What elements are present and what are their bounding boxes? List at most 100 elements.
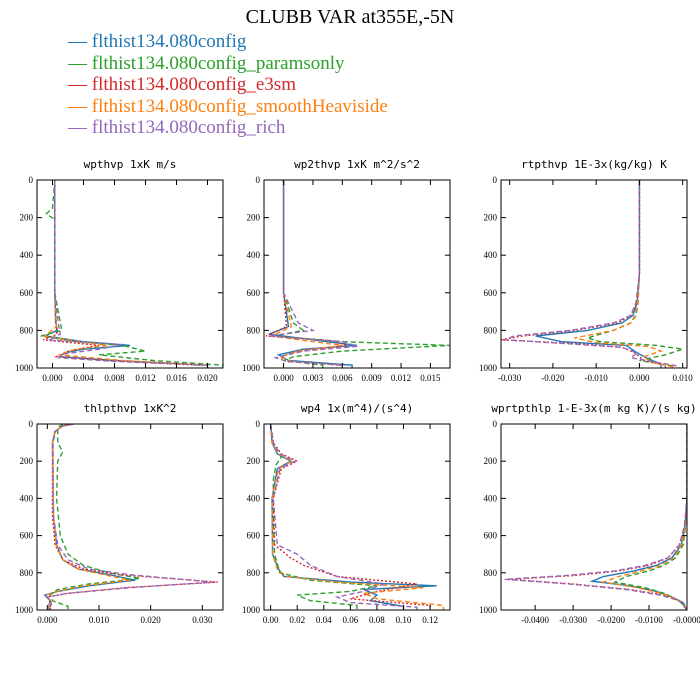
y-tick-label: 200: [247, 456, 261, 466]
y-tick-label: 800: [484, 325, 498, 335]
y-tick-label: 600: [247, 288, 261, 298]
series-group: [265, 180, 450, 368]
y-tick-label: 0: [493, 419, 498, 429]
x-tick-label: 0.030: [192, 615, 213, 625]
y-tick-label: 200: [484, 456, 498, 466]
legend-label: flthist134.080config_e3sm: [91, 74, 296, 95]
series-line: [265, 180, 348, 368]
x-tick-label: 0.020: [197, 373, 218, 383]
x-tick-label: -0.0100: [635, 615, 663, 625]
y-tick-label: 800: [247, 325, 261, 335]
legend-label: flthist134.080config: [91, 31, 247, 52]
y-tick-label: 1000: [15, 363, 34, 373]
y-tick-label: 1000: [479, 363, 498, 373]
x-tick-label: 0.009: [362, 373, 383, 383]
y-tick-label: 1000: [15, 605, 34, 615]
legend-item: — flthist134.080config_smoothHeaviside: [68, 95, 388, 117]
x-tick-label: 0.004: [73, 373, 94, 383]
series-line: [269, 424, 418, 610]
series-group: [504, 424, 687, 610]
y-tick-label: 1000: [242, 363, 261, 373]
legend-label: flthist134.080config_smoothHeaviside: [91, 95, 388, 117]
y-tick-label: 800: [484, 568, 498, 578]
x-tick-label: -0.010: [585, 373, 609, 383]
chart-title: wp4 1x(m^4)/(s^4): [301, 402, 414, 415]
chart-panel: wprtpthlp 1-E-3x(m kg K)/(s kg) -0.0400 -0…: [479, 402, 700, 625]
y-tick-label: 1000: [242, 605, 261, 615]
series-line: [269, 424, 378, 610]
y-tick-label: 600: [247, 531, 261, 541]
x-tick-label: 0.003: [303, 373, 324, 383]
y-tick-label: 0: [29, 419, 34, 429]
chart-title: wp2thvp 1xK m^2/s^2: [294, 158, 420, 171]
plot-frame: [36, 179, 224, 369]
y-tick-label: 0: [256, 419, 261, 429]
chart-panel: wp2thvp 1xK m^2/s^2 0.000 0.003 0.006 0.009 0…: [242, 158, 451, 383]
y-tick-label: 0: [29, 175, 34, 185]
series-line: [612, 424, 687, 610]
y-tick-label: 0: [256, 175, 261, 185]
x-tick-label: 0.000: [37, 615, 58, 625]
chart-panel: rtpthvp 1E-3x(kg/kg) K -0.030 -0.020 -0.010…: [479, 158, 693, 383]
chart-title: wprtpthlp 1-E-3x(m kg K)/(s kg): [491, 402, 696, 415]
series-group: [501, 180, 683, 368]
x-tick-label: 0.006: [332, 373, 353, 383]
x-tick-label: -0.030: [498, 373, 522, 383]
legend-item: — flthist134.080config_paramsonly: [68, 52, 345, 74]
y-tick-label: 800: [20, 568, 34, 578]
y-tick-label: 1000: [479, 605, 498, 615]
y-tick-label: 400: [247, 250, 261, 260]
plot-frame: [500, 423, 688, 611]
series-line: [269, 424, 431, 610]
x-tick-label: -0.0000: [673, 615, 700, 625]
x-tick-label: 0.010: [89, 615, 110, 625]
page-title: CLUBB VAR at355E,-5N: [245, 6, 455, 28]
series-line: [574, 180, 675, 368]
y-tick-label: 600: [484, 531, 498, 541]
y-tick-label: 400: [20, 250, 34, 260]
x-tick-label: 0.016: [166, 373, 187, 383]
series-line: [45, 180, 209, 368]
y-tick-label: 400: [484, 493, 498, 503]
x-tick-label: -0.0300: [559, 615, 587, 625]
x-tick-label: 0.000: [42, 373, 63, 383]
plot-frame: [36, 423, 224, 611]
x-tick-label: 0.04: [316, 615, 332, 625]
x-tick-label: 0.00: [263, 615, 279, 625]
series-line: [504, 424, 687, 610]
x-tick-label: 0.08: [369, 615, 385, 625]
chart-panel: thlpthvp 1xK^2 0.000 0.010 0.020 0.030 0 200 40…: [15, 402, 224, 625]
series-group: [43, 424, 218, 610]
x-tick-label: 0.02: [289, 615, 305, 625]
chart-panel: wp4 1x(m^4)/(s^4) 0.00 0.02 0.04 0.06 0.08 0.1…: [242, 402, 451, 625]
legend-label: flthist134.080config_paramsonly: [91, 52, 345, 74]
series-group: [269, 424, 445, 610]
series-line: [600, 424, 687, 610]
x-tick-label: 0.000: [629, 373, 650, 383]
x-tick-label: 0.008: [104, 373, 125, 383]
x-tick-label: 0.015: [420, 373, 441, 383]
y-tick-label: 600: [20, 531, 34, 541]
x-tick-label: 0.012: [391, 373, 411, 383]
series-line: [269, 180, 343, 368]
y-tick-label: 400: [247, 493, 261, 503]
plot-frame: [263, 423, 451, 611]
y-tick-label: 0: [493, 175, 498, 185]
y-tick-label: 200: [20, 213, 34, 223]
chart-panel: wpthvp 1xK m/s 0.000 0.004 0.008 0.012 0.016 0…: [15, 158, 224, 383]
series-line: [535, 180, 662, 368]
y-tick-label: 400: [484, 250, 498, 260]
y-tick-label: 600: [20, 288, 34, 298]
plot-frame: [500, 179, 688, 369]
chart-title: thlpthvp 1xK^2: [84, 402, 177, 415]
x-tick-label: -0.020: [541, 373, 565, 383]
y-tick-label: 200: [484, 213, 498, 223]
series-line: [589, 424, 687, 610]
x-tick-label: 0.010: [673, 373, 694, 383]
series-line: [273, 180, 450, 368]
series-line: [269, 424, 437, 610]
series-line: [49, 424, 141, 610]
series-line: [505, 180, 679, 368]
series-line: [40, 180, 223, 368]
series-line: [269, 424, 445, 610]
